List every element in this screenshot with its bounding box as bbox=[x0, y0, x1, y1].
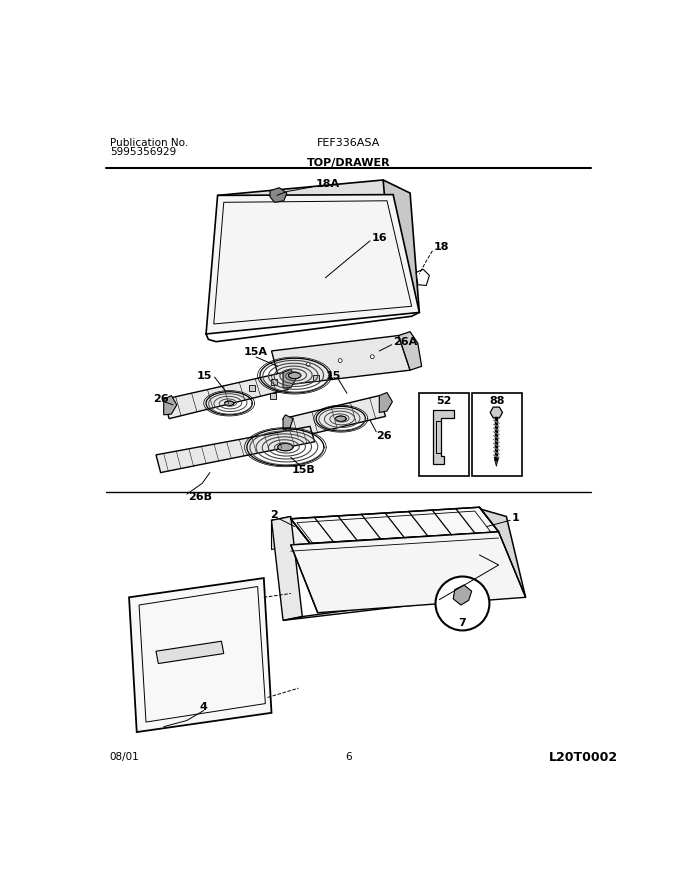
Polygon shape bbox=[283, 369, 296, 388]
Polygon shape bbox=[479, 509, 526, 598]
Polygon shape bbox=[383, 180, 420, 313]
Text: 18A: 18A bbox=[316, 179, 339, 189]
Polygon shape bbox=[270, 393, 276, 399]
Text: 1: 1 bbox=[512, 513, 520, 523]
Text: 15: 15 bbox=[197, 370, 212, 381]
Polygon shape bbox=[271, 517, 291, 550]
Text: 15: 15 bbox=[326, 370, 341, 381]
Text: 18: 18 bbox=[434, 242, 449, 252]
Text: 2: 2 bbox=[270, 510, 277, 520]
Polygon shape bbox=[271, 379, 277, 385]
Circle shape bbox=[371, 354, 374, 359]
Text: 26A: 26A bbox=[393, 337, 418, 347]
Text: TOP/DRAWER: TOP/DRAWER bbox=[307, 159, 390, 168]
Bar bbox=[420, 394, 469, 476]
Polygon shape bbox=[206, 194, 420, 334]
Polygon shape bbox=[156, 427, 315, 473]
Text: 7: 7 bbox=[458, 618, 466, 628]
Text: 26: 26 bbox=[153, 394, 169, 403]
Text: L20T0002: L20T0002 bbox=[549, 751, 618, 764]
Polygon shape bbox=[129, 578, 271, 732]
Polygon shape bbox=[218, 180, 393, 210]
Polygon shape bbox=[490, 407, 503, 418]
Polygon shape bbox=[291, 507, 498, 544]
Text: 15B: 15B bbox=[292, 465, 316, 476]
Polygon shape bbox=[271, 517, 303, 620]
Polygon shape bbox=[283, 415, 293, 429]
Text: 52: 52 bbox=[437, 396, 452, 406]
Text: 16: 16 bbox=[371, 233, 387, 243]
Polygon shape bbox=[249, 385, 255, 391]
Ellipse shape bbox=[335, 416, 346, 422]
Polygon shape bbox=[433, 410, 454, 464]
Polygon shape bbox=[283, 590, 498, 620]
Text: 15A: 15A bbox=[244, 348, 268, 357]
Text: 4: 4 bbox=[200, 702, 207, 712]
Polygon shape bbox=[271, 509, 498, 545]
Polygon shape bbox=[270, 187, 287, 202]
Polygon shape bbox=[164, 373, 288, 419]
Polygon shape bbox=[379, 393, 392, 413]
Polygon shape bbox=[453, 585, 472, 605]
Ellipse shape bbox=[224, 401, 234, 406]
Polygon shape bbox=[291, 532, 526, 612]
Text: 08/01: 08/01 bbox=[109, 753, 139, 762]
Text: 5995356929: 5995356929 bbox=[109, 147, 176, 157]
Bar bbox=[472, 394, 522, 476]
Polygon shape bbox=[156, 641, 224, 664]
Polygon shape bbox=[313, 375, 319, 381]
Text: 88: 88 bbox=[489, 396, 505, 406]
Ellipse shape bbox=[277, 443, 293, 451]
Polygon shape bbox=[271, 335, 410, 386]
Polygon shape bbox=[416, 269, 429, 286]
Text: FEF336ASA: FEF336ASA bbox=[317, 138, 380, 147]
Polygon shape bbox=[494, 457, 498, 466]
Text: 26: 26 bbox=[376, 430, 392, 441]
Text: 6: 6 bbox=[345, 753, 352, 762]
Polygon shape bbox=[283, 395, 386, 440]
Polygon shape bbox=[398, 332, 422, 370]
Circle shape bbox=[338, 359, 342, 362]
Ellipse shape bbox=[288, 373, 301, 379]
Text: Publication No.: Publication No. bbox=[109, 138, 188, 147]
Circle shape bbox=[435, 577, 490, 631]
Polygon shape bbox=[164, 395, 177, 415]
Text: 26B: 26B bbox=[188, 492, 212, 503]
Circle shape bbox=[306, 362, 310, 367]
